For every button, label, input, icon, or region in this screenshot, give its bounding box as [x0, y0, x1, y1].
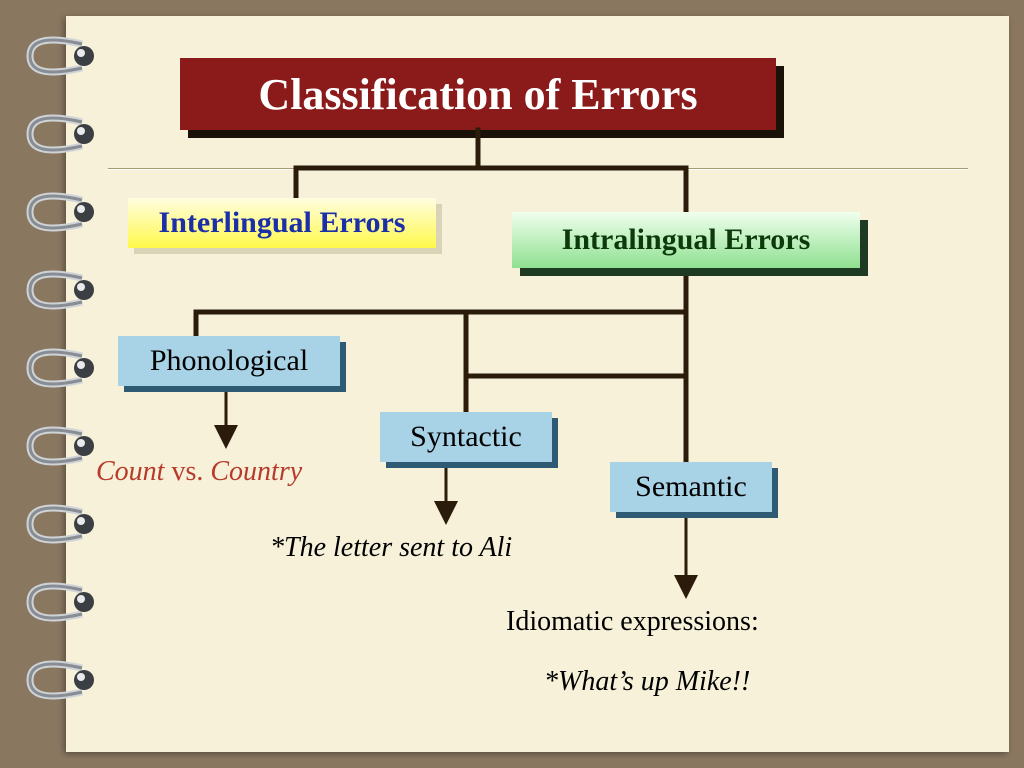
semantic-label: Semantic [635, 470, 747, 504]
ring-icon [22, 350, 96, 386]
title-box: Classification of Errors [180, 58, 776, 130]
semantic-example-line1: Idiomatic expressions: [506, 606, 759, 638]
ring-icon [22, 38, 96, 74]
syntactic-box: Syntactic [380, 412, 552, 462]
semantic-box: Semantic [610, 462, 772, 512]
intralingual-label: Intralingual Errors [562, 223, 811, 257]
ring-icon [22, 428, 96, 464]
interlingual-box: Interlingual Errors [128, 198, 436, 248]
divider [108, 168, 968, 170]
ring-icon [22, 272, 96, 308]
syntactic-example: *The letter sent to Ali [270, 532, 512, 564]
phonological-example: Count vs. Country [96, 456, 302, 488]
phonological-box: Phonological [118, 336, 340, 386]
semantic-example-line2: *What’s up Mike!! [544, 666, 750, 698]
ring-icon [22, 584, 96, 620]
syntactic-label: Syntactic [410, 420, 522, 454]
syntactic-example-text: *The letter sent to Ali [270, 532, 512, 563]
spiral-binding [22, 38, 102, 738]
ring-icon [22, 194, 96, 230]
paper-background: Classification of Errors Interlingual Er… [66, 16, 1009, 752]
intralingual-box: Intralingual Errors [512, 212, 860, 268]
interlingual-label: Interlingual Errors [159, 206, 406, 240]
ring-icon [22, 506, 96, 542]
ring-icon [22, 662, 96, 698]
ring-icon [22, 116, 96, 152]
semantic-example-1-text: Idiomatic expressions: [506, 606, 759, 637]
title-text: Classification of Errors [258, 69, 697, 120]
semantic-example-2-text: *What’s up Mike!! [544, 666, 750, 697]
phonological-label: Phonological [150, 344, 308, 378]
